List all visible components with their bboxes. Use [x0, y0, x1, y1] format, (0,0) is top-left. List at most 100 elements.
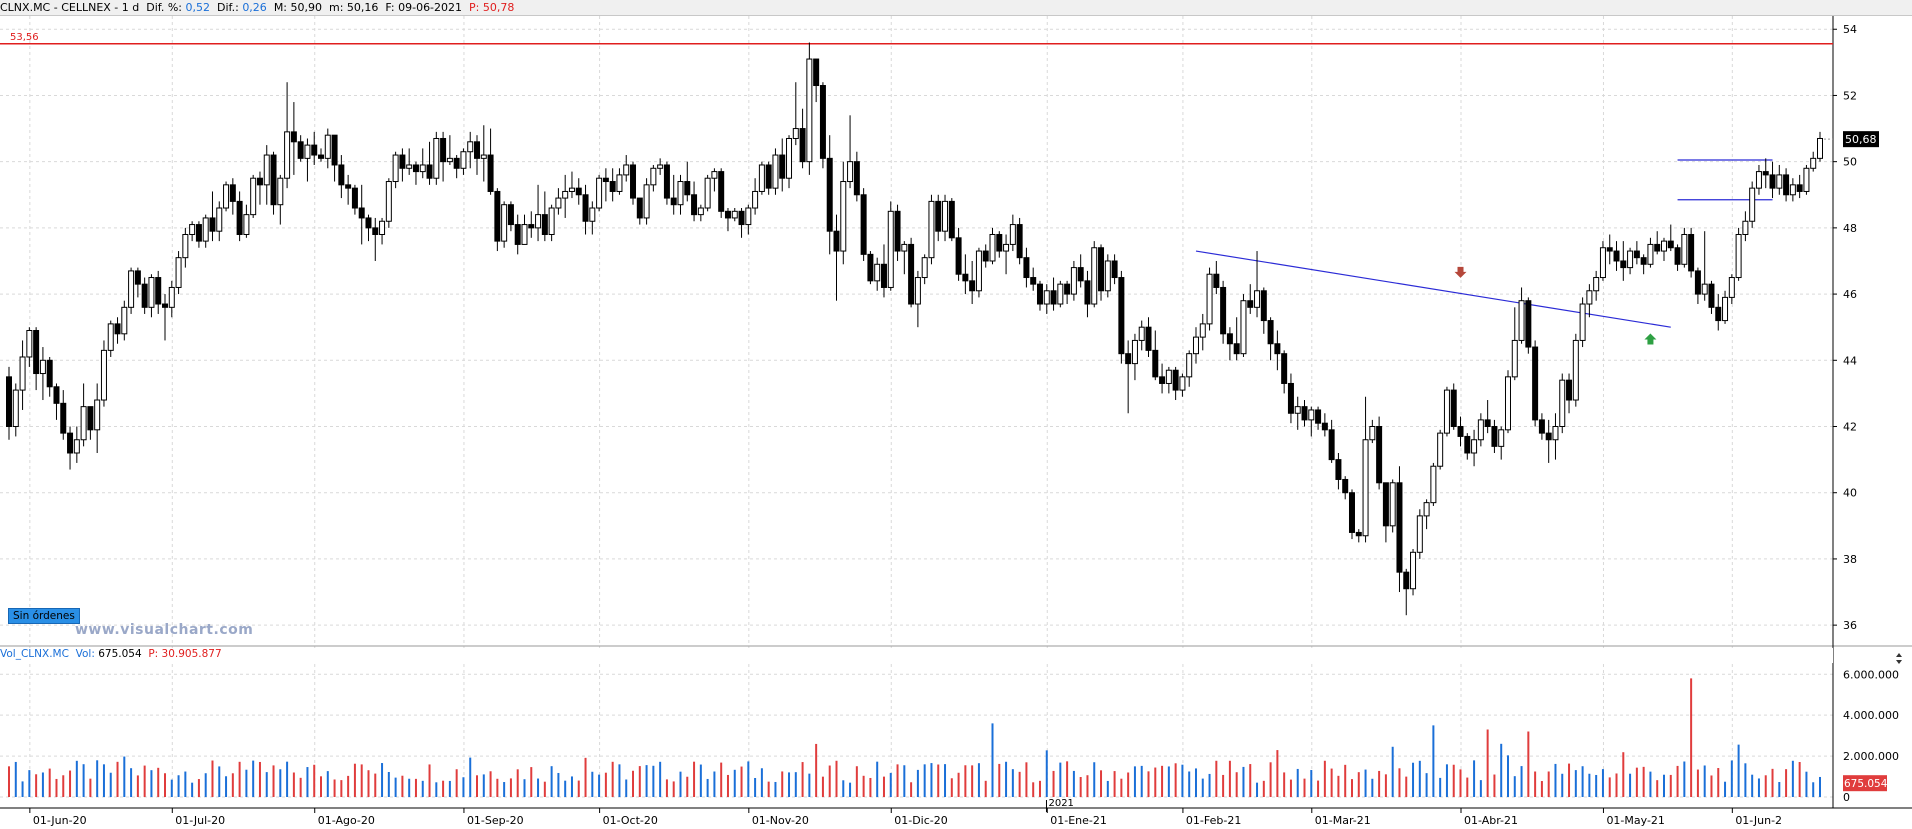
candle[interactable]: [1430, 462, 1437, 506]
candle[interactable]: [630, 161, 637, 205]
candle[interactable]: [1810, 151, 1817, 172]
candle[interactable]: [487, 128, 494, 195]
candle[interactable]: [1152, 330, 1159, 381]
candle[interactable]: [1111, 254, 1118, 285]
candle[interactable]: [270, 151, 277, 215]
candle[interactable]: [80, 383, 87, 447]
candle[interactable]: [284, 82, 291, 189]
candle[interactable]: [1654, 231, 1661, 255]
candle[interactable]: [1491, 419, 1498, 453]
candle[interactable]: [1457, 416, 1464, 447]
candle[interactable]: [1389, 479, 1396, 533]
candle[interactable]: [507, 201, 514, 232]
candle[interactable]: [1586, 284, 1593, 318]
candle[interactable]: [304, 138, 311, 182]
candle[interactable]: [1755, 164, 1762, 195]
candle[interactable]: [541, 191, 548, 242]
candle[interactable]: [175, 251, 182, 295]
candle[interactable]: [1369, 419, 1376, 444]
candle[interactable]: [623, 155, 630, 182]
candle[interactable]: [1742, 211, 1749, 242]
candle[interactable]: [1667, 224, 1674, 252]
candle[interactable]: [1043, 284, 1050, 314]
candle[interactable]: [1477, 413, 1484, 447]
candle[interactable]: [738, 208, 745, 238]
candle[interactable]: [87, 406, 94, 440]
candle[interactable]: [982, 244, 989, 268]
candle[interactable]: [840, 161, 847, 265]
candle[interactable]: [528, 211, 535, 238]
candle[interactable]: [162, 294, 169, 341]
candle[interactable]: [1091, 241, 1098, 308]
candle[interactable]: [555, 188, 562, 215]
candle[interactable]: [1688, 227, 1695, 278]
candle[interactable]: [1016, 217, 1023, 265]
candle[interactable]: [1301, 400, 1308, 427]
candle[interactable]: [1416, 509, 1423, 559]
candle[interactable]: [1817, 131, 1823, 162]
candle[interactable]: [1708, 280, 1715, 314]
candle[interactable]: [114, 317, 121, 344]
candle[interactable]: [338, 155, 345, 199]
candle[interactable]: [1064, 280, 1071, 305]
candle[interactable]: [1050, 277, 1057, 311]
candle[interactable]: [650, 164, 657, 192]
candle[interactable]: [94, 383, 101, 453]
candle[interactable]: [216, 201, 223, 242]
candle[interactable]: [277, 174, 284, 225]
candle[interactable]: [1179, 373, 1186, 397]
candle[interactable]: [128, 267, 135, 314]
candle[interactable]: [168, 280, 175, 318]
candle[interactable]: [880, 244, 887, 298]
candle[interactable]: [1213, 260, 1220, 295]
candle[interactable]: [636, 197, 643, 225]
candle[interactable]: [460, 148, 467, 175]
candle[interactable]: [1796, 174, 1803, 199]
candle[interactable]: [1036, 280, 1043, 311]
candle[interactable]: [236, 191, 243, 242]
candle[interactable]: [1776, 164, 1783, 195]
candle[interactable]: [53, 383, 60, 420]
candle[interactable]: [758, 161, 765, 195]
candle[interactable]: [1633, 241, 1640, 265]
candle[interactable]: [1260, 287, 1267, 334]
candle[interactable]: [853, 151, 860, 202]
candle[interactable]: [908, 237, 915, 308]
candle[interactable]: [351, 184, 358, 215]
candle[interactable]: [1355, 529, 1362, 543]
candle[interactable]: [243, 204, 250, 238]
candle[interactable]: [1030, 267, 1037, 291]
candle[interactable]: [26, 327, 33, 367]
candle[interactable]: [894, 204, 901, 261]
candle[interactable]: [446, 135, 453, 165]
candle[interactable]: [73, 426, 80, 463]
candle[interactable]: [1532, 340, 1539, 427]
candle[interactable]: [12, 383, 19, 437]
candle[interactable]: [996, 231, 1003, 258]
candle[interactable]: [426, 141, 433, 185]
candle[interactable]: [535, 184, 542, 242]
candle[interactable]: [948, 198, 955, 242]
candle[interactable]: [1192, 327, 1199, 364]
candle[interactable]: [1538, 413, 1545, 440]
candle[interactable]: [989, 227, 996, 265]
candle[interactable]: [677, 174, 684, 215]
candle[interactable]: [921, 254, 928, 285]
candle[interactable]: [412, 161, 419, 185]
candle[interactable]: [494, 188, 501, 252]
candle[interactable]: [969, 260, 976, 305]
candle[interactable]: [1240, 294, 1247, 357]
candle[interactable]: [1722, 290, 1729, 324]
price-panel[interactable]: [0, 16, 1833, 645]
candle[interactable]: [711, 168, 718, 192]
candle[interactable]: [256, 171, 263, 205]
candle[interactable]: [833, 214, 840, 301]
candle[interactable]: [928, 194, 935, 265]
candle[interactable]: [1315, 406, 1322, 430]
candle[interactable]: [1410, 548, 1417, 596]
candle[interactable]: [1572, 333, 1579, 407]
candle[interactable]: [826, 135, 833, 255]
candle[interactable]: [568, 171, 575, 199]
candle[interactable]: [1498, 426, 1505, 460]
